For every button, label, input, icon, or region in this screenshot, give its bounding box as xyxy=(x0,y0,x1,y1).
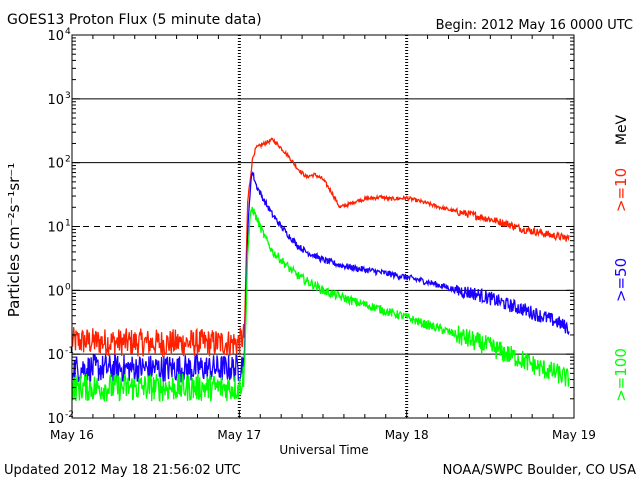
y-tick-exponent: 2 xyxy=(65,155,71,165)
x-tick-label: May 16 xyxy=(50,428,94,442)
y-tick-exponent: 3 xyxy=(65,91,71,101)
series-line xyxy=(71,137,570,357)
credit-label: NOAA/SWPC Boulder, CO USA xyxy=(443,463,636,478)
series-line xyxy=(71,171,570,384)
series-line xyxy=(71,206,570,403)
y-tick-label: 10 xyxy=(47,29,64,44)
y-tick-label: 10 xyxy=(47,221,64,236)
updated-timestamp: Updated 2012 May 18 21:56:02 UTC xyxy=(4,463,241,478)
y-tick-label: 10 xyxy=(47,348,64,363)
y-tick-exponent: 0 xyxy=(65,282,71,292)
x-tick-label: May 18 xyxy=(385,428,429,442)
y-axis-label: Particles cm⁻²s⁻¹sr⁻¹ xyxy=(5,163,23,317)
series-layer xyxy=(71,137,570,403)
y-tick-label: 10 xyxy=(47,93,64,108)
x-axis: May 16 May 17 May 18 May 19 xyxy=(50,35,596,442)
begin-label: Begin: 2012 May 16 0000 UTC xyxy=(436,18,633,33)
units-label: MeV xyxy=(614,114,630,145)
legend-entry: >=10 xyxy=(612,168,630,212)
y-tick-label: 10 xyxy=(47,157,64,172)
legend: >=10 >=50 >=100 xyxy=(612,168,630,402)
day-dividers xyxy=(237,35,409,418)
x-axis-label: Universal Time xyxy=(279,443,368,457)
x-tick-label: May 19 xyxy=(552,428,596,442)
y-tick-label: 10 xyxy=(47,412,64,427)
y-tick-exponent: 1 xyxy=(65,219,71,229)
x-tick-label: May 17 xyxy=(217,428,261,442)
legend-entry: >=50 xyxy=(612,258,630,302)
legend-entry: >=100 xyxy=(612,348,630,402)
chart-title: GOES13 Proton Flux (5 minute data) xyxy=(7,12,262,28)
y-tick-exponent: -2 xyxy=(65,410,74,420)
y-tick-exponent: 4 xyxy=(65,27,71,37)
y-tick-label: 10 xyxy=(47,284,64,299)
y-tick-exponent: -1 xyxy=(65,346,74,356)
gridlines xyxy=(72,98,574,355)
